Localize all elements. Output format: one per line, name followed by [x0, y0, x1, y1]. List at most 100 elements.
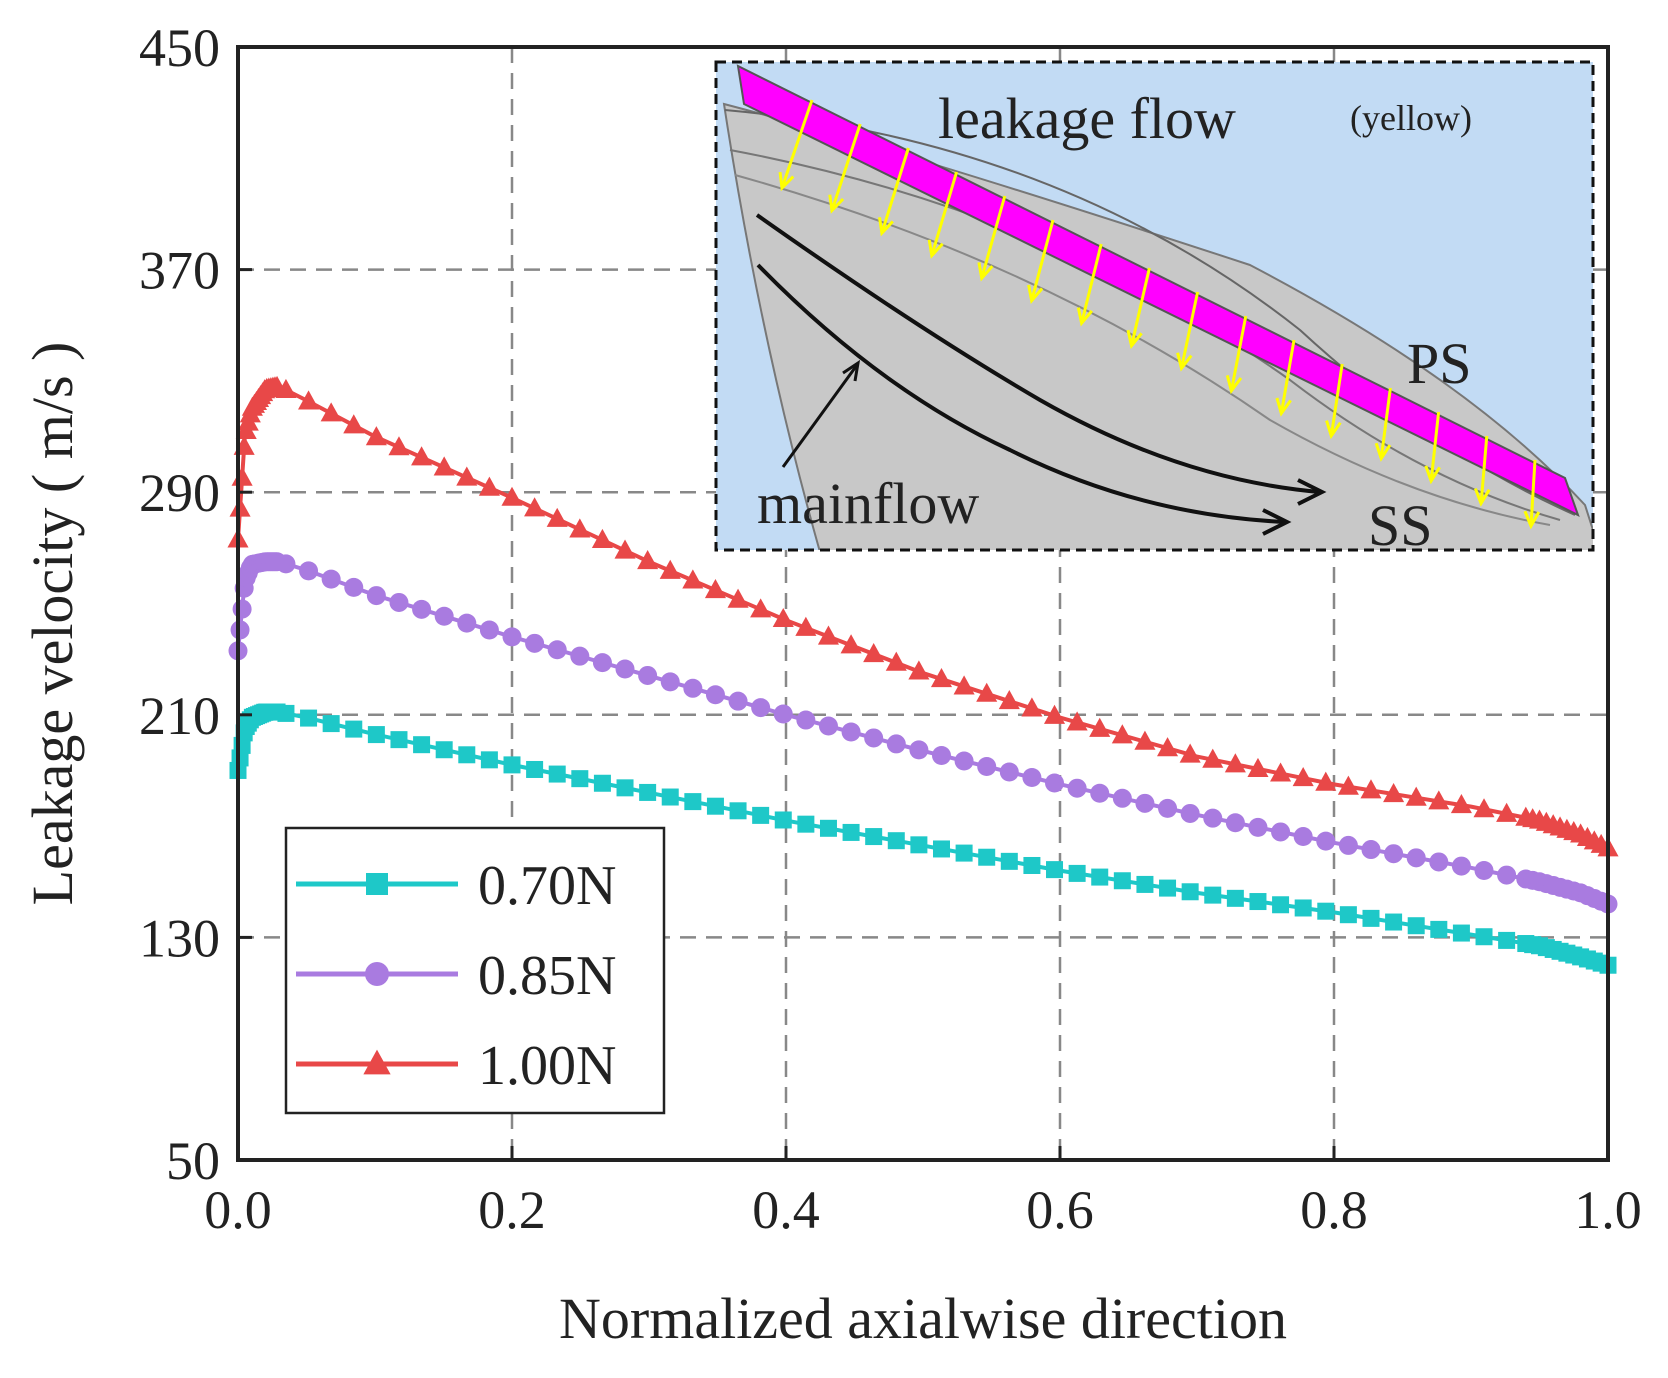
leakage-flow-label: leakage flow: [938, 86, 1236, 151]
data-point: [277, 704, 295, 722]
data-point: [1361, 840, 1381, 860]
leakage-arrowhead: [1275, 397, 1292, 417]
mainflow-pointer-head: [842, 359, 861, 382]
leakage-arrow: [1279, 339, 1296, 414]
data-point: [817, 625, 840, 645]
data-point: [705, 685, 725, 705]
data-point: [1385, 913, 1403, 931]
legend-label: 0.85N: [478, 945, 616, 1007]
data-point: [1159, 879, 1177, 897]
leakage-arrow: [1030, 219, 1055, 302]
data-point: [615, 659, 635, 679]
x-tick-label: 0.6: [1026, 1180, 1094, 1240]
leakage-arrowhead: [828, 194, 845, 214]
data-point: [637, 550, 659, 570]
data-point: [345, 720, 363, 738]
data-point: [932, 840, 950, 858]
data-point: [704, 579, 726, 599]
leakage-arrowhead: [778, 171, 795, 192]
data-point: [434, 606, 454, 626]
data-point: [1248, 817, 1268, 837]
data-point: [1317, 902, 1335, 920]
data-point: [1338, 835, 1358, 855]
legend-marker: [366, 873, 388, 895]
data-point: [865, 828, 883, 846]
ps-label: PS: [1407, 331, 1472, 396]
data-point: [998, 690, 1020, 710]
data-point: [502, 627, 522, 647]
data-point: [1202, 748, 1224, 768]
leakage-arrowhead: [1424, 465, 1441, 485]
data-point: [908, 660, 930, 680]
data-point: [1405, 786, 1427, 806]
data-point: [1225, 813, 1245, 833]
data-point: [887, 832, 905, 850]
data-point: [230, 620, 250, 640]
data-point: [885, 651, 907, 671]
data-point: [796, 710, 816, 730]
data-point: [955, 844, 973, 862]
data-point: [1498, 931, 1516, 949]
data-point: [1473, 798, 1495, 818]
leakage-arrow: [1429, 411, 1441, 482]
data-point: [1180, 803, 1200, 823]
blade-tip-outline: [734, 174, 1551, 526]
mainflow-pointer: [781, 364, 859, 468]
data-point: [931, 745, 951, 765]
data-point: [1203, 808, 1223, 828]
series-0.85N: [228, 552, 1618, 914]
data-point: [1407, 917, 1425, 935]
data-point: [682, 569, 704, 589]
data-point: [660, 672, 680, 692]
data-point: [480, 751, 498, 769]
data-point: [1271, 822, 1291, 842]
data-point: [1112, 788, 1132, 808]
leakage-arrowhead: [1374, 442, 1392, 462]
data-point: [751, 698, 771, 718]
leakage-arrowhead: [1176, 352, 1193, 372]
data-point: [1091, 868, 1109, 886]
data-point: [1022, 768, 1042, 788]
data-point: [1339, 906, 1357, 924]
data-point: [365, 426, 387, 446]
data-point: [526, 760, 544, 778]
data-point: [1384, 844, 1404, 864]
data-point: [795, 616, 817, 636]
blade-tip-strip: [736, 64, 1580, 517]
data-point: [458, 746, 476, 764]
data-point: [388, 436, 410, 456]
data-point: [1179, 743, 1201, 763]
data-point: [275, 378, 297, 398]
data-point: [728, 691, 748, 711]
data-point: [706, 797, 724, 815]
data-point: [1496, 802, 1518, 822]
data-point: [1272, 896, 1290, 914]
data-point: [525, 633, 545, 653]
data-point: [1247, 757, 1269, 777]
data-point: [367, 726, 385, 744]
data-point: [1249, 893, 1267, 911]
data-point: [774, 811, 792, 829]
data-point: [343, 414, 365, 434]
data-point: [1045, 773, 1065, 793]
leakage-arrow: [1479, 435, 1489, 504]
leakage-arrow: [1379, 387, 1392, 459]
leakage-arrow: [1329, 363, 1344, 437]
y-axis-label: Leakage velocity ( m/s ): [20, 342, 85, 906]
data-point: [661, 788, 679, 806]
data-point: [1360, 779, 1382, 799]
data-point: [1090, 783, 1110, 803]
data-point: [479, 620, 499, 640]
data-point: [232, 599, 252, 619]
data-point: [1226, 889, 1244, 907]
ss-label: SS: [1368, 493, 1433, 558]
legend-item-1.00N: 1.00N: [296, 1035, 616, 1097]
data-point: [1136, 875, 1154, 893]
data-point: [999, 762, 1019, 782]
data-point: [1430, 920, 1448, 938]
leakage-arrow: [880, 147, 910, 234]
data-point: [909, 740, 929, 760]
inset-blade-diagram: leakage flow (yellow) PS SS mainflow: [714, 60, 1595, 558]
data-point: [1497, 865, 1517, 885]
data-point: [548, 765, 566, 783]
